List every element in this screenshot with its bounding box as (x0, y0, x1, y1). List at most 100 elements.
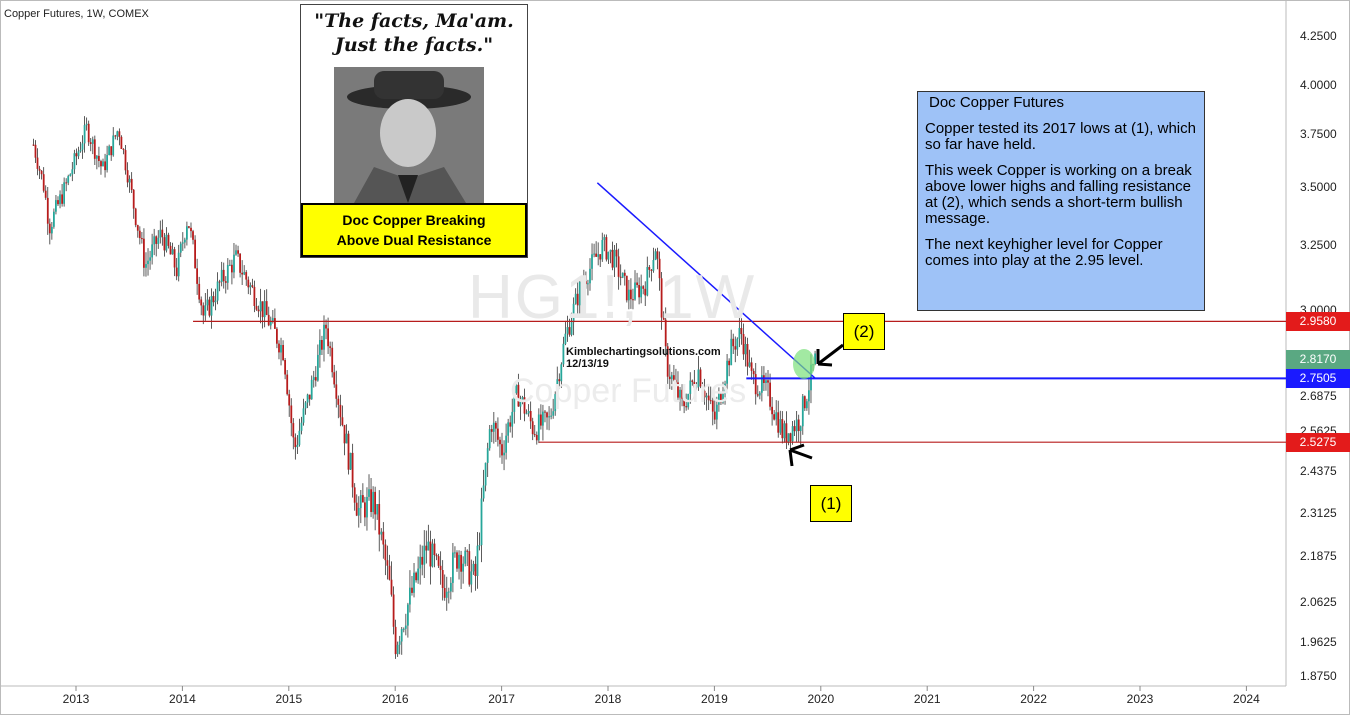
candle-body (46, 197, 49, 224)
candle-body (603, 237, 606, 240)
candle-body (634, 282, 636, 300)
candle-body (292, 423, 295, 438)
candle-body (552, 411, 555, 416)
candle-body (181, 242, 184, 244)
candle-body (613, 249, 616, 268)
candle-body (118, 131, 121, 137)
candle-body (593, 253, 595, 255)
candle-body (241, 272, 243, 275)
candle-body (370, 489, 372, 512)
candle-body (591, 254, 593, 269)
candle-body (386, 560, 389, 566)
candle-body (443, 588, 446, 598)
candle-body (220, 269, 223, 282)
candle-body (572, 303, 575, 323)
candle-body (752, 370, 755, 375)
candle-body (96, 155, 98, 159)
candle-body (450, 582, 452, 592)
candle-body (382, 531, 385, 545)
candle-body (441, 570, 444, 588)
y-tick-label: 2.3125 (1300, 506, 1337, 520)
falling-resistance-line (596, 182, 816, 380)
candle-body (501, 444, 503, 456)
candle-body (468, 551, 471, 585)
candle-body (167, 234, 170, 246)
candle-body (691, 380, 694, 382)
candle-body (409, 587, 411, 605)
candle-body (335, 384, 338, 399)
price-label: 2.9580 (1286, 311, 1350, 331)
candle-body (709, 400, 712, 402)
candle-body (609, 249, 612, 252)
candle-body (750, 362, 753, 371)
candle-body (325, 324, 327, 329)
candle-body (159, 229, 162, 238)
candle-body (116, 131, 119, 137)
candle-body (527, 411, 530, 414)
candle-body (102, 161, 104, 167)
candle-body (353, 487, 356, 503)
candle-body (683, 398, 685, 407)
candle-body (247, 279, 250, 288)
candle-body (396, 644, 399, 655)
candle-body (777, 412, 780, 433)
candle-body (464, 550, 467, 564)
candle-body (392, 594, 395, 627)
candle-body (781, 419, 784, 439)
candle-body (437, 556, 440, 566)
candle-body (110, 146, 113, 156)
candle-body (388, 565, 391, 580)
candle-body (423, 545, 426, 565)
candle-body (511, 411, 514, 427)
candle-body (206, 299, 209, 306)
candle-body (548, 416, 550, 418)
candle-body (431, 543, 434, 567)
candle-body (136, 225, 139, 231)
candle-body (376, 504, 379, 515)
candle-body (343, 425, 346, 444)
candle-body (490, 429, 493, 432)
candle-body (544, 411, 546, 413)
candle-body (656, 251, 659, 259)
watermark-symbol: HG1!, 1W (468, 263, 757, 332)
candle-body (302, 408, 305, 423)
candle-body (421, 556, 424, 565)
candle-body (165, 234, 168, 251)
candle-body (251, 285, 254, 287)
candle-body (304, 402, 307, 409)
candle-body (427, 541, 430, 551)
candle-body (509, 422, 512, 427)
candle-body (245, 272, 248, 280)
candle-body (703, 390, 706, 398)
candle-body (801, 396, 804, 427)
candle-body (319, 340, 321, 355)
candle-body (660, 278, 663, 318)
candle-body (808, 390, 810, 402)
candle-body (787, 433, 790, 443)
candle-body (462, 563, 464, 572)
breakout-highlight (793, 349, 815, 379)
candle-body (372, 491, 374, 512)
candle-body (466, 550, 469, 552)
candle-body (623, 272, 626, 276)
candle-body (666, 346, 669, 377)
candle-body (640, 286, 642, 298)
candle-body (611, 249, 614, 268)
candle-body (486, 448, 489, 463)
candle-body (707, 395, 710, 401)
candle-body (472, 563, 475, 572)
candle-body (476, 545, 479, 576)
y-tick-label: 3.5000 (1300, 180, 1337, 194)
candle-body (161, 229, 164, 238)
candle-body (378, 504, 381, 535)
candle-body (628, 289, 630, 301)
candle-body (341, 417, 344, 426)
candle-body (556, 379, 559, 395)
candle-body (736, 338, 739, 350)
source-date: 12/13/19 (566, 358, 609, 370)
candle-body (795, 419, 798, 432)
candle-body (169, 245, 172, 255)
candle-body (233, 254, 235, 273)
candle-body (492, 422, 495, 432)
candle-body (701, 386, 704, 391)
